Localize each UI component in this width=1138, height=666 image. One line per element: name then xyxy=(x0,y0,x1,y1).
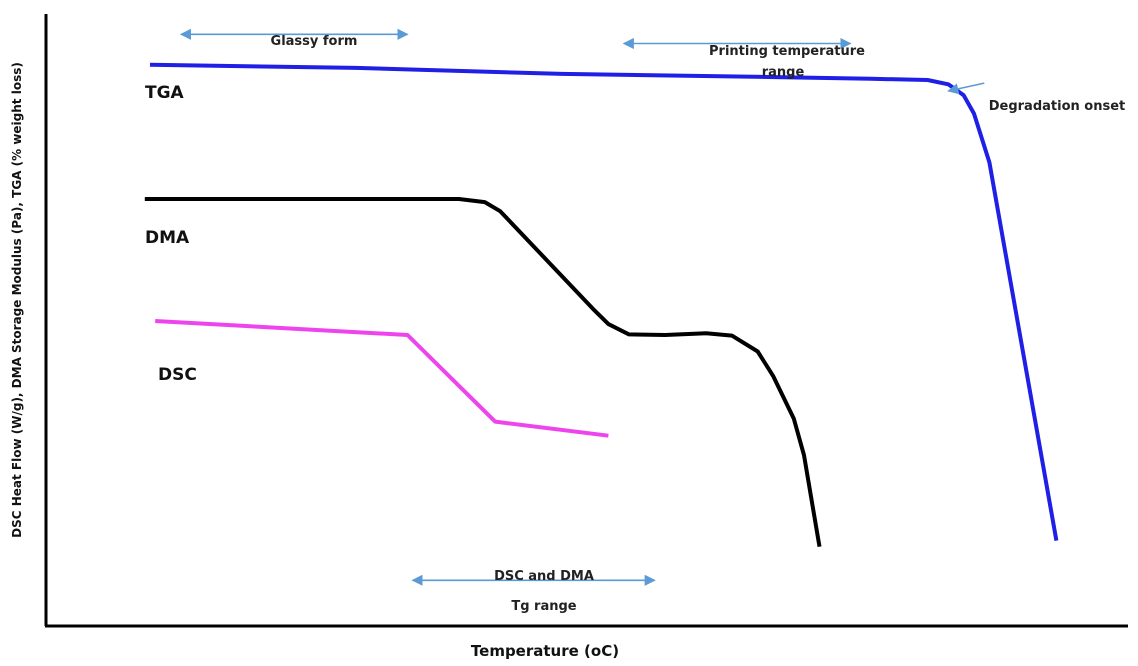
x-axis-label-text: Temperature xyxy=(471,642,579,660)
series-line-dsc xyxy=(155,319,609,438)
annotation-printing-range-line2: range xyxy=(762,65,805,80)
annotation-glassy-form: Glassy form xyxy=(271,34,358,49)
annotation-tg-range-line1: DSC and DMA xyxy=(494,569,594,584)
arrow-degradation-onset xyxy=(947,82,985,95)
series-line-dma xyxy=(144,197,822,548)
annotation-degradation-onset: Degradation onset xyxy=(989,99,1126,114)
series-label-dma: DMA xyxy=(145,228,190,248)
y-axis-label: DSC Heat Flow (W/g), DMA Storage Modulus… xyxy=(10,62,24,538)
x-axis-label: Temperature (oC) xyxy=(471,642,619,660)
series-label-dsc: DSC xyxy=(158,365,197,385)
annotation-layer xyxy=(179,28,985,586)
annotation-printing-range-line1: Printing temperature xyxy=(709,44,865,59)
annotation-tg-range-line2: Tg range xyxy=(511,599,576,614)
series-label-tga: TGA xyxy=(145,83,185,103)
series-layer xyxy=(144,62,1059,548)
series-line-tga xyxy=(149,62,1059,541)
x-axis-label-unit: (oC) xyxy=(584,642,619,660)
